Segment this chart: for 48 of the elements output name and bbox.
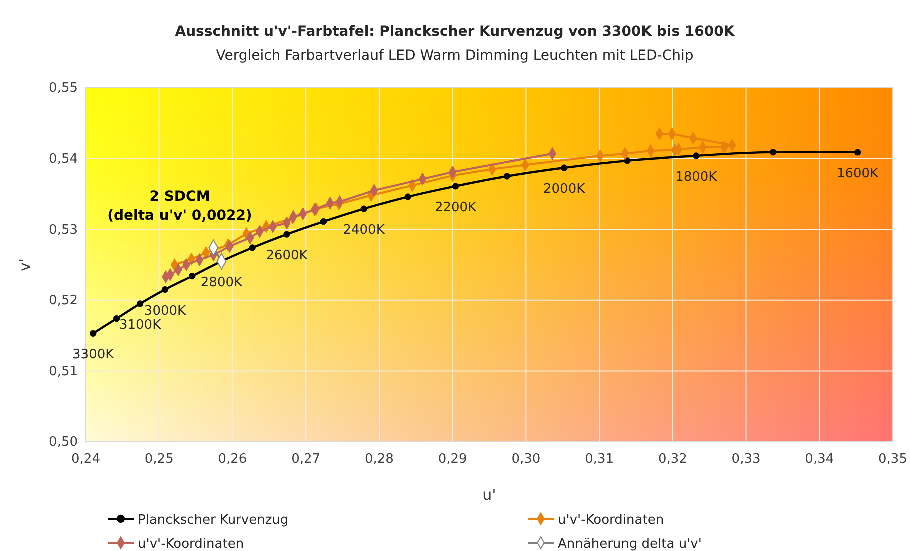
x-tick-label: 0,34 (805, 452, 834, 468)
point (249, 244, 256, 252)
point (404, 194, 412, 200)
point (693, 152, 700, 160)
x-tick-label: 0,31 (585, 452, 614, 468)
annotation: 3100K (119, 318, 162, 333)
y-tick-label: 0,53 (49, 222, 78, 238)
x-tick-label: 0,26 (218, 452, 248, 468)
point (854, 149, 862, 156)
point (284, 231, 290, 238)
x-tick-label: 0,32 (658, 452, 688, 468)
legend-label: u'v'-Koordinaten (558, 513, 664, 528)
legend-label: Planckscher Kurvenzug (138, 513, 289, 528)
x-tick-label: 0,35 (878, 452, 908, 468)
x-axis-title: u' (482, 486, 496, 504)
y-tick-label: 0,54 (49, 152, 78, 167)
point (320, 218, 328, 226)
chart-subtitle: Vergleich Farbartverlauf LED Warm Dimming Leuchten mit LED-Chip (216, 48, 694, 64)
x-tick-label: 0,28 (364, 452, 394, 468)
y-tick-label: 0,52 (49, 294, 78, 309)
x-tick-label: 0,33 (732, 452, 761, 468)
annotation: 2000K (544, 182, 586, 198)
annotation: 3300K (72, 348, 115, 363)
chart-title: Ausschnitt u'v'-Farbtafel: Planckscher Kurvenzug von 3300K bis 1600K (175, 24, 736, 40)
point (113, 315, 120, 322)
legend-label: Annäherung delta u'v' (558, 537, 702, 551)
point (770, 149, 777, 156)
point (90, 330, 97, 338)
point (504, 173, 510, 180)
y-tick-label: 0,50 (49, 435, 78, 450)
x-tick-label: 0,25 (144, 452, 174, 468)
point (560, 164, 568, 172)
y-axis-title: v' (16, 258, 34, 272)
annotation: 1800K (676, 170, 718, 185)
point (452, 183, 460, 190)
annotation: 1600K (836, 166, 880, 182)
x-tick-label: 0,30 (512, 452, 541, 468)
point (360, 206, 368, 212)
point (189, 272, 196, 280)
point (136, 300, 144, 308)
legend-label: u'v'-Koordinaten (138, 537, 244, 551)
y-tick-label: 0,55 (49, 81, 78, 96)
x-tick-label: 0,29 (438, 452, 468, 468)
annotation: 3000K (144, 304, 187, 319)
y-tick-label: 0,51 (49, 364, 78, 380)
point (162, 286, 169, 294)
x-tick-label: 0,27 (292, 452, 321, 468)
x-tick-label: 0,24 (72, 452, 100, 468)
